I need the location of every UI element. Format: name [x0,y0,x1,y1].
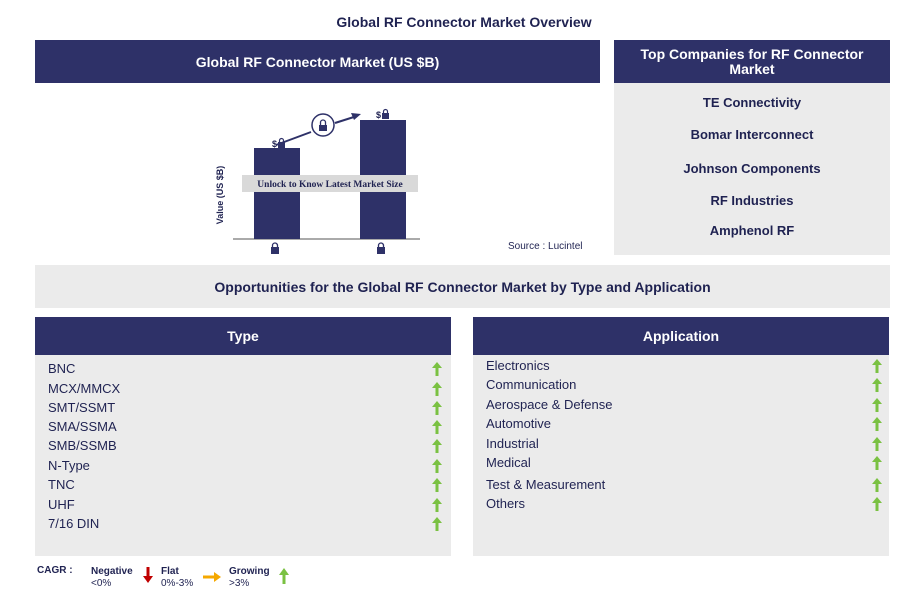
list-item[interactable]: Industrial [486,436,539,451]
growth-up-arrow-icon [872,437,882,451]
growth-up-arrow-icon [872,456,882,470]
list-item[interactable]: Test & Measurement [486,477,606,492]
list-item[interactable]: SMA/SSMA [48,419,117,434]
companies-panel [614,83,890,255]
x-tick-2-lock-icon [377,242,385,254]
company-item[interactable]: Amphenol RF [709,223,795,238]
list-item[interactable]: Communication [486,377,577,392]
company-item[interactable]: TE Connectivity [702,95,802,110]
list-item[interactable]: MCX/MMCX [48,381,121,396]
legend-growing-label: Growing [229,566,270,577]
growth-arrow-icon [275,113,361,146]
y-axis-label: Value (US $B) [215,166,225,225]
growth-up-arrow-icon [432,382,442,396]
growth-up-arrow-icon [872,359,882,373]
up-arrow-icon [279,568,289,584]
list-item[interactable]: Automotive [486,416,552,431]
type-panel-header: Type [35,317,451,355]
bar-2-lock-icon [382,108,389,119]
growth-up-arrow-icon [872,398,882,412]
growth-up-arrow-icon [432,401,442,415]
bar-1-value-label: $ [272,139,277,149]
list-item[interactable]: Electronics [486,358,550,373]
list-item[interactable]: SMB/SSMB [48,438,117,453]
growth-up-arrow-icon [872,378,882,392]
list-item[interactable]: Others [486,496,526,511]
bar-2-value-label: $ [376,110,381,120]
application-panel-header: Application [473,317,889,355]
company-item[interactable]: RF Industries [710,193,794,208]
growth-up-arrow-icon [432,362,442,376]
list-item[interactable]: BNC [48,361,76,376]
cagr-legend-label: CAGR : [37,565,73,576]
legend-negative-label: Negative [91,566,133,577]
list-item[interactable]: SMT/SSMT [48,400,116,415]
application-panel [473,355,889,556]
x-tick-1-lock-icon [271,242,279,254]
unlock-banner[interactable] [242,175,418,192]
growth-up-arrow-icon [872,497,882,511]
list-item[interactable]: Medical [486,455,531,470]
legend-flat-label: Flat [161,566,179,577]
page-title: Global RF Connector Market Overview [336,14,592,30]
market-size-chart: Value (US $B) $ $ Unlock to Know Lates [35,83,600,258]
growth-up-arrow-icon [872,478,882,492]
list-item[interactable]: UHF [48,497,75,512]
growth-up-arrow-icon [432,439,442,453]
unlock-banner-text[interactable]: Unlock to Know Latest Market Size [257,180,402,190]
legend-negative-range: <0% [91,578,112,589]
legend-flat-range: 0%-3% [161,578,194,589]
growth-up-arrow-icon [432,478,442,492]
list-item[interactable]: 7/16 DIN [48,516,100,531]
list-item[interactable]: Aerospace & Defense [486,397,613,412]
company-item[interactable]: Johnson Components [683,161,821,176]
bar-1 [254,148,300,239]
source-label: Source : Lucintel [508,241,583,252]
type-panel [35,355,451,556]
company-item[interactable]: Bomar Interconnect [690,127,814,142]
growth-up-arrow-icon [432,420,442,434]
right-arrow-icon [203,572,221,582]
growth-up-arrow-icon [432,517,442,531]
chart-panel-header: Global RF Connector Market (US $B) [35,40,600,83]
companies-panel-header: Top Companies for RF Connector Market [614,40,890,83]
list-item[interactable]: TNC [48,477,75,492]
opportunities-title: Opportunities for the Global RF Connecto… [35,265,890,308]
chart-svg: Value (US $B) $ $ Unlock to Know Lates [215,108,583,254]
down-arrow-icon [143,567,153,583]
growth-up-arrow-icon [872,417,882,431]
bar-1-lock-icon [278,137,285,148]
growth-up-arrow-icon [432,498,442,512]
growth-up-arrow-icon [432,459,442,473]
list-item[interactable]: N-Type [48,458,90,473]
legend-growing-range: >3% [229,578,250,589]
